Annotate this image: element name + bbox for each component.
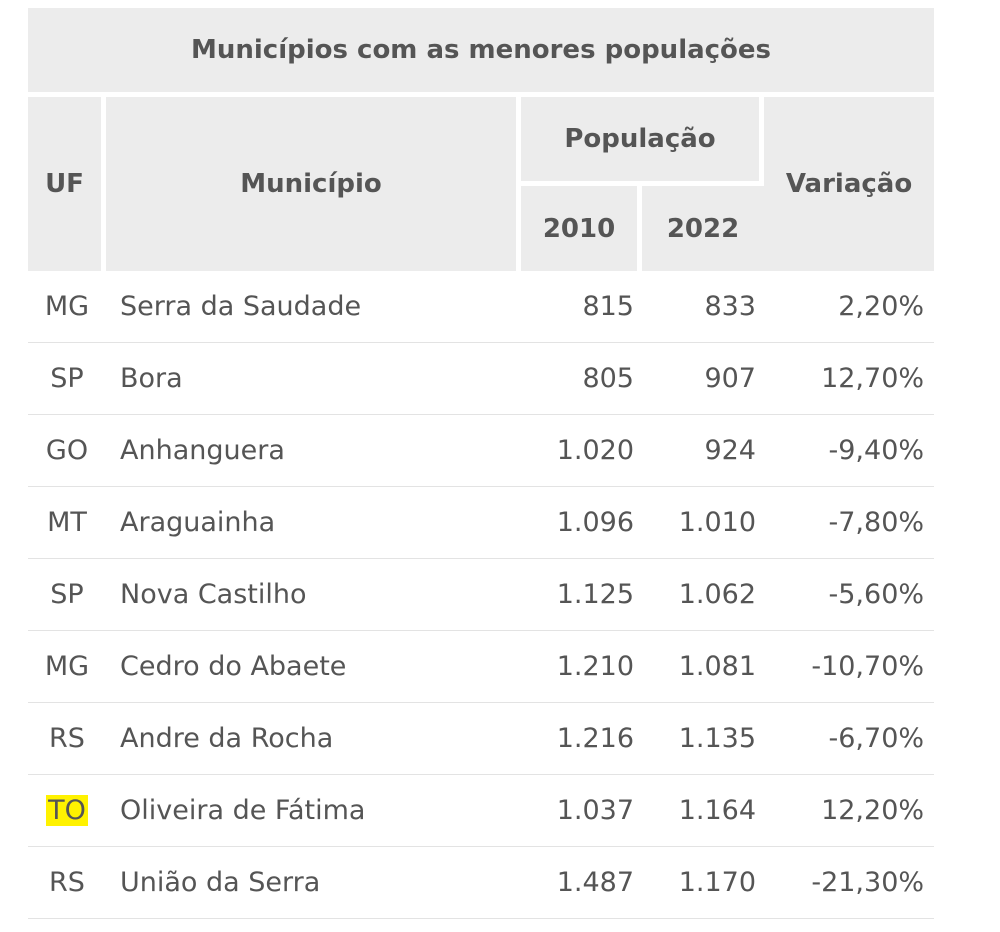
- cell-pop-2022: 1.062: [642, 559, 764, 631]
- header-municipio: Município: [106, 97, 521, 271]
- header-populacao: População: [521, 97, 764, 186]
- cell-variacao: -6,70%: [764, 703, 935, 775]
- cell-pop-2022: 833: [642, 271, 764, 343]
- table-row: RS União da Serra 1.487 1.170 -21,30%: [28, 847, 935, 919]
- cell-pop-2010: 1.037: [521, 775, 642, 847]
- header-variacao: Variação: [764, 97, 935, 271]
- cell-uf: SP: [28, 343, 106, 415]
- cell-pop-2010: 1.487: [521, 847, 642, 919]
- uf-code: MG: [44, 291, 90, 322]
- cell-variacao: -10,70%: [764, 631, 935, 703]
- table-row: MG Cedro do Abaete 1.210 1.081 -10,70%: [28, 631, 935, 703]
- cell-municipio: Oliveira de Fátima: [106, 775, 521, 847]
- uf-code-highlighted: TO: [46, 795, 88, 826]
- cell-uf: SP: [28, 559, 106, 631]
- cell-uf: MT: [28, 487, 106, 559]
- cell-pop-2010: 1.210: [521, 631, 642, 703]
- table-row: MT Araguainha 1.096 1.010 -7,80%: [28, 487, 935, 559]
- cell-municipio: Anhanguera: [106, 415, 521, 487]
- uf-code: SP: [50, 363, 84, 394]
- cell-municipio: Nova Castilho: [106, 559, 521, 631]
- uf-code: MT: [47, 507, 87, 538]
- cell-pop-2022: 1.081: [642, 631, 764, 703]
- table-body: MG Serra da Saudade 815 833 2,20% SP Bor…: [28, 271, 935, 919]
- table-row: RS Andre da Rocha 1.216 1.135 -6,70%: [28, 703, 935, 775]
- table-caption: Municípios com as menores populações: [28, 8, 935, 97]
- cell-variacao: -21,30%: [764, 847, 935, 919]
- cell-municipio: União da Serra: [106, 847, 521, 919]
- cell-pop-2022: 1.010: [642, 487, 764, 559]
- cell-variacao: -9,40%: [764, 415, 935, 487]
- cell-uf: GO: [28, 415, 106, 487]
- cell-pop-2022: 1.164: [642, 775, 764, 847]
- cell-pop-2022: 1.135: [642, 703, 764, 775]
- table-row: MG Serra da Saudade 815 833 2,20%: [28, 271, 935, 343]
- cell-variacao: 2,20%: [764, 271, 935, 343]
- cell-pop-2022: 924: [642, 415, 764, 487]
- smallest-municipalities-table: Municípios com as menores populações UF …: [28, 8, 935, 919]
- cell-pop-2010: 805: [521, 343, 642, 415]
- cell-uf: RS: [28, 703, 106, 775]
- uf-code: GO: [45, 435, 89, 466]
- cell-pop-2022: 907: [642, 343, 764, 415]
- cell-pop-2010: 1.216: [521, 703, 642, 775]
- table-row: GO Anhanguera 1.020 924 -9,40%: [28, 415, 935, 487]
- header-uf: UF: [28, 97, 106, 271]
- table-row: SP Nova Castilho 1.125 1.062 -5,60%: [28, 559, 935, 631]
- cell-pop-2010: 1.125: [521, 559, 642, 631]
- cell-municipio: Serra da Saudade: [106, 271, 521, 343]
- uf-code: RS: [49, 723, 85, 754]
- cell-pop-2010: 1.096: [521, 487, 642, 559]
- cell-variacao: 12,70%: [764, 343, 935, 415]
- cell-uf: MG: [28, 271, 106, 343]
- cell-municipio: Araguainha: [106, 487, 521, 559]
- cell-uf: TO: [28, 775, 106, 847]
- cell-variacao: 12,20%: [764, 775, 935, 847]
- cell-pop-2010: 1.020: [521, 415, 642, 487]
- header-year-2022: 2022: [642, 186, 764, 271]
- table-row: SP Bora 805 907 12,70%: [28, 343, 935, 415]
- cell-municipio: Bora: [106, 343, 521, 415]
- table-row: TO Oliveira de Fátima 1.037 1.164 12,20%: [28, 775, 935, 847]
- cell-variacao: -5,60%: [764, 559, 935, 631]
- cell-pop-2022: 1.170: [642, 847, 764, 919]
- cell-pop-2010: 815: [521, 271, 642, 343]
- cell-variacao: -7,80%: [764, 487, 935, 559]
- uf-code: RS: [49, 867, 85, 898]
- uf-code: MG: [44, 651, 90, 682]
- cell-municipio: Andre da Rocha: [106, 703, 521, 775]
- uf-code: SP: [50, 579, 84, 610]
- cell-municipio: Cedro do Abaete: [106, 631, 521, 703]
- population-table-container: Municípios com as menores populações UF …: [28, 8, 935, 919]
- header-year-2010: 2010: [521, 186, 642, 271]
- cell-uf: MG: [28, 631, 106, 703]
- cell-uf: RS: [28, 847, 106, 919]
